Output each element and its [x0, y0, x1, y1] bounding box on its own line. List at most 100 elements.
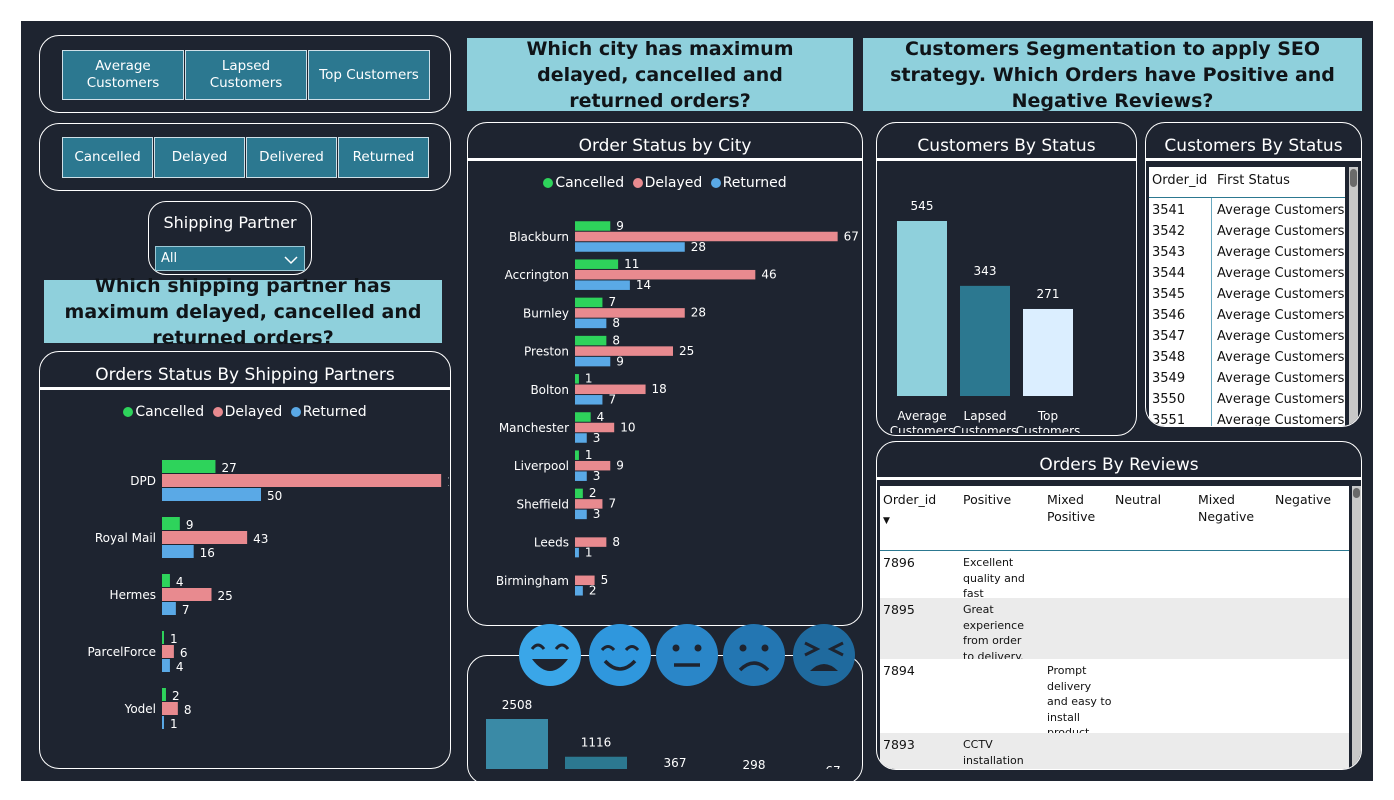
returned-bar-burnley[interactable]: [575, 318, 607, 329]
table-row[interactable]: 3545 Average Customers: [1149, 284, 1345, 305]
cancelled-bar-accrington[interactable]: [575, 259, 619, 269]
cancelled-bar-parcelforce[interactable]: [162, 631, 164, 644]
delayed-value-parcelforce: 6: [180, 646, 188, 660]
col-header-order-id[interactable]: Order_id: [1152, 173, 1208, 188]
cancelled-legend-dot: [543, 178, 554, 188]
cancelled-bar-yodel[interactable]: [162, 688, 166, 701]
table-row[interactable]: 7896 Excellent quality and fast service.: [880, 551, 1349, 598]
order-id-cell: 7894: [883, 663, 915, 678]
average-customers-button[interactable]: Average Customers: [62, 50, 184, 100]
review-bar-mixed-positive[interactable]: [565, 756, 627, 769]
table-row[interactable]: 3550 Average Customers: [1149, 389, 1345, 410]
table-row[interactable]: 3541 Average Customers: [1149, 200, 1345, 221]
returned-bar-parcelforce[interactable]: [162, 659, 170, 672]
shipping-chart-legend: Cancelled Delayed Returned: [39, 404, 451, 420]
order-id-cell: 7895: [883, 602, 915, 617]
delayed-bar-blackburn[interactable]: [575, 231, 838, 242]
table-row[interactable]: 3542 Average Customers: [1149, 221, 1345, 242]
table-row[interactable]: 7893 CCTV installation was smooth.: [880, 733, 1349, 769]
sort-desc-icon[interactable]: ▼: [883, 516, 890, 526]
returned-bar-birmingham[interactable]: [575, 586, 583, 596]
status-xlabel2-lapsed-customers: Customers: [953, 424, 1018, 433]
table-row[interactable]: 7894 Prompt delivery and easy to install …: [880, 659, 1349, 733]
table-row[interactable]: 3546 Average Customers: [1149, 305, 1345, 326]
returned-bar-dpd[interactable]: [162, 488, 261, 501]
delayed-bar-burnley[interactable]: [575, 308, 685, 318]
table-row[interactable]: 3547 Average Customers: [1149, 326, 1345, 347]
delayed-bar-royal-mail[interactable]: [162, 531, 248, 544]
delayed-value-blackburn: 67: [844, 229, 859, 243]
cancelled-bar-preston[interactable]: [575, 335, 607, 346]
delayed-bar-parcelforce[interactable]: [162, 645, 174, 658]
delayed-bar-liverpool[interactable]: [575, 460, 611, 471]
cancelled-bar-royal-mail[interactable]: [162, 517, 180, 530]
cancelled-button[interactable]: Cancelled: [62, 137, 153, 178]
returned-bar-manchester[interactable]: [575, 433, 587, 443]
delayed-bar-leeds[interactable]: [575, 537, 607, 547]
reviews-table-scrollbar[interactable]: [1352, 486, 1361, 769]
cancelled-bar-liverpool[interactable]: [575, 450, 579, 460]
delayed-value-liverpool: 9: [616, 458, 624, 472]
delayed-button[interactable]: Delayed: [154, 137, 245, 178]
returned-button[interactable]: Returned: [338, 137, 429, 178]
lapsed-customers-button[interactable]: Lapsed Customers: [185, 50, 307, 100]
delayed-value-preston: 25: [679, 344, 694, 358]
returned-bar-sheffield[interactable]: [575, 509, 587, 520]
returned-value-yodel: 1: [170, 717, 178, 731]
returned-bar-preston[interactable]: [575, 356, 611, 367]
table-row[interactable]: 3548 Average Customers: [1149, 347, 1345, 368]
table-row[interactable]: 3551 Average Customers: [1149, 410, 1345, 426]
status-bar-lapsed-customers[interactable]: [960, 285, 1010, 396]
delayed-bar-yodel[interactable]: [162, 702, 178, 715]
returned-bar-accrington[interactable]: [575, 280, 630, 290]
delivered-button[interactable]: Delivered: [246, 137, 337, 178]
cancelled-bar-bolton[interactable]: [575, 374, 579, 384]
delayed-bar-bolton[interactable]: [575, 384, 646, 395]
first-status-cell: Average Customers: [1217, 224, 1345, 239]
cancelled-bar-sheffield[interactable]: [575, 488, 583, 499]
table-row[interactable]: 3543 Average Customers: [1149, 242, 1345, 263]
status-bar-top-customers[interactable]: [1023, 308, 1073, 396]
returned-bar-yodel[interactable]: [162, 716, 164, 729]
status-bar-average-customers[interactable]: [897, 221, 947, 396]
top-customers-button[interactable]: Top Customers: [308, 50, 430, 100]
status-table-scrollbar[interactable]: [1349, 167, 1358, 426]
delayed-bar-accrington[interactable]: [575, 269, 756, 280]
col-header-neutral[interactable]: Neutral: [1115, 492, 1162, 507]
cancelled-bar-dpd[interactable]: [162, 460, 216, 473]
delayed-bar-sheffield[interactable]: [575, 499, 603, 509]
shipping-partner-dropdown[interactable]: All: [155, 246, 305, 271]
review-bar-positive[interactable]: [486, 719, 548, 769]
scrollbar-thumb[interactable]: [1353, 488, 1360, 498]
delayed-bar-birmingham[interactable]: [575, 575, 595, 586]
delayed-bar-dpd[interactable]: [162, 474, 442, 487]
delayed-bar-hermes[interactable]: [162, 588, 212, 601]
returned-bar-leeds[interactable]: [575, 547, 579, 558]
legend-delayed: Delayed: [224, 404, 283, 420]
col-header-mixed-negative[interactable]: Mixed Negative: [1198, 492, 1255, 524]
returned-bar-blackburn[interactable]: [575, 242, 685, 252]
col-header-order-id[interactable]: Order_id: [883, 492, 937, 507]
cancelled-bar-hermes[interactable]: [162, 574, 170, 587]
scrollbar-thumb[interactable]: [1350, 169, 1357, 187]
returned-bar-liverpool[interactable]: [575, 471, 587, 481]
col-header-negative[interactable]: Negative: [1275, 492, 1332, 507]
col-header-first-status[interactable]: First Status: [1217, 173, 1290, 188]
order-id-cell: 3544: [1152, 266, 1186, 281]
returned-bar-royal-mail[interactable]: [162, 545, 194, 558]
cancelled-bar-burnley[interactable]: [575, 297, 603, 308]
returned-bar-hermes[interactable]: [162, 602, 176, 615]
table-row[interactable]: 7895 Great experience from order to deliv…: [880, 598, 1349, 659]
col-header-mixed-positive[interactable]: Mixed Positive: [1047, 492, 1096, 524]
delayed-bar-preston[interactable]: [575, 346, 673, 356]
returned-bar-bolton[interactable]: [575, 395, 603, 405]
cancelled-bar-manchester[interactable]: [575, 412, 591, 422]
cancelled-bar-blackburn[interactable]: [575, 221, 611, 231]
angry-face-icon: [792, 623, 856, 687]
delayed-bar-manchester[interactable]: [575, 422, 615, 433]
table-row[interactable]: 3549 Average Customers: [1149, 368, 1345, 389]
legend-returned: Returned: [722, 175, 787, 191]
table-row[interactable]: 3544 Average Customers: [1149, 263, 1345, 284]
col-header-positive[interactable]: Positive: [963, 492, 1012, 507]
status-xlabel2-average-customers: Customers: [890, 424, 955, 433]
